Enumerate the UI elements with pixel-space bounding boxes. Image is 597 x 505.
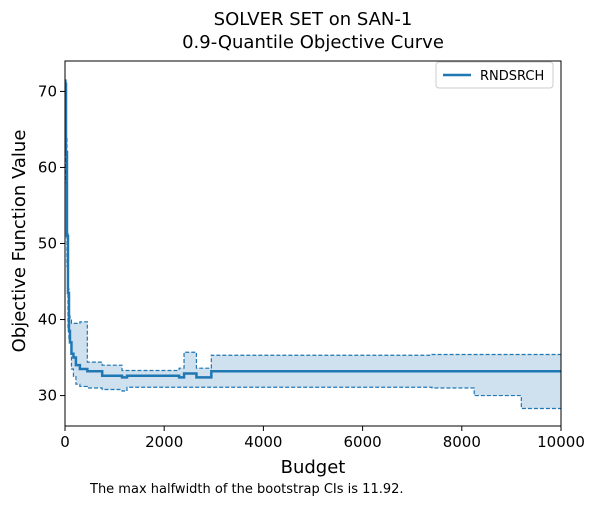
x-tick-label: 2000	[145, 433, 183, 451]
legend: RNDSRCH	[435, 61, 554, 89]
legend-box	[435, 61, 554, 89]
x-tick-label: 4000	[244, 433, 282, 451]
x-axis-label: Budget	[281, 457, 346, 478]
chart-subtitle: 0.9-Quantile Objective Curve	[182, 32, 444, 53]
chart-title: SOLVER SET on SAN-1	[214, 9, 413, 30]
y-tick-label: 70	[38, 82, 57, 100]
y-tick-label: 30	[38, 387, 57, 405]
legend-label-rndsrch: RNDSRCH	[480, 69, 544, 84]
x-tick-label: 6000	[344, 433, 382, 451]
x-tick-label: 0	[60, 433, 70, 451]
y-tick-label: 40	[38, 311, 57, 329]
y-axis-label: Objective Function Value	[9, 130, 30, 353]
y-tick-label: 60	[38, 158, 57, 176]
x-tick-label: 10000	[537, 433, 585, 451]
series-line-rndsrch	[64, 82, 561, 379]
ci-band-rndsrch	[65, 80, 561, 409]
plot-area: 0 2000 4000 6000 8000 10000 30 40 50 60 70	[38, 60, 585, 451]
ci-upper-line-rndsrch	[65, 79, 561, 372]
footnote: The max halfwidth of the bootstrap CIs i…	[89, 482, 404, 497]
y-tick-label: 50	[38, 235, 57, 253]
x-tick-label: 8000	[443, 433, 481, 451]
